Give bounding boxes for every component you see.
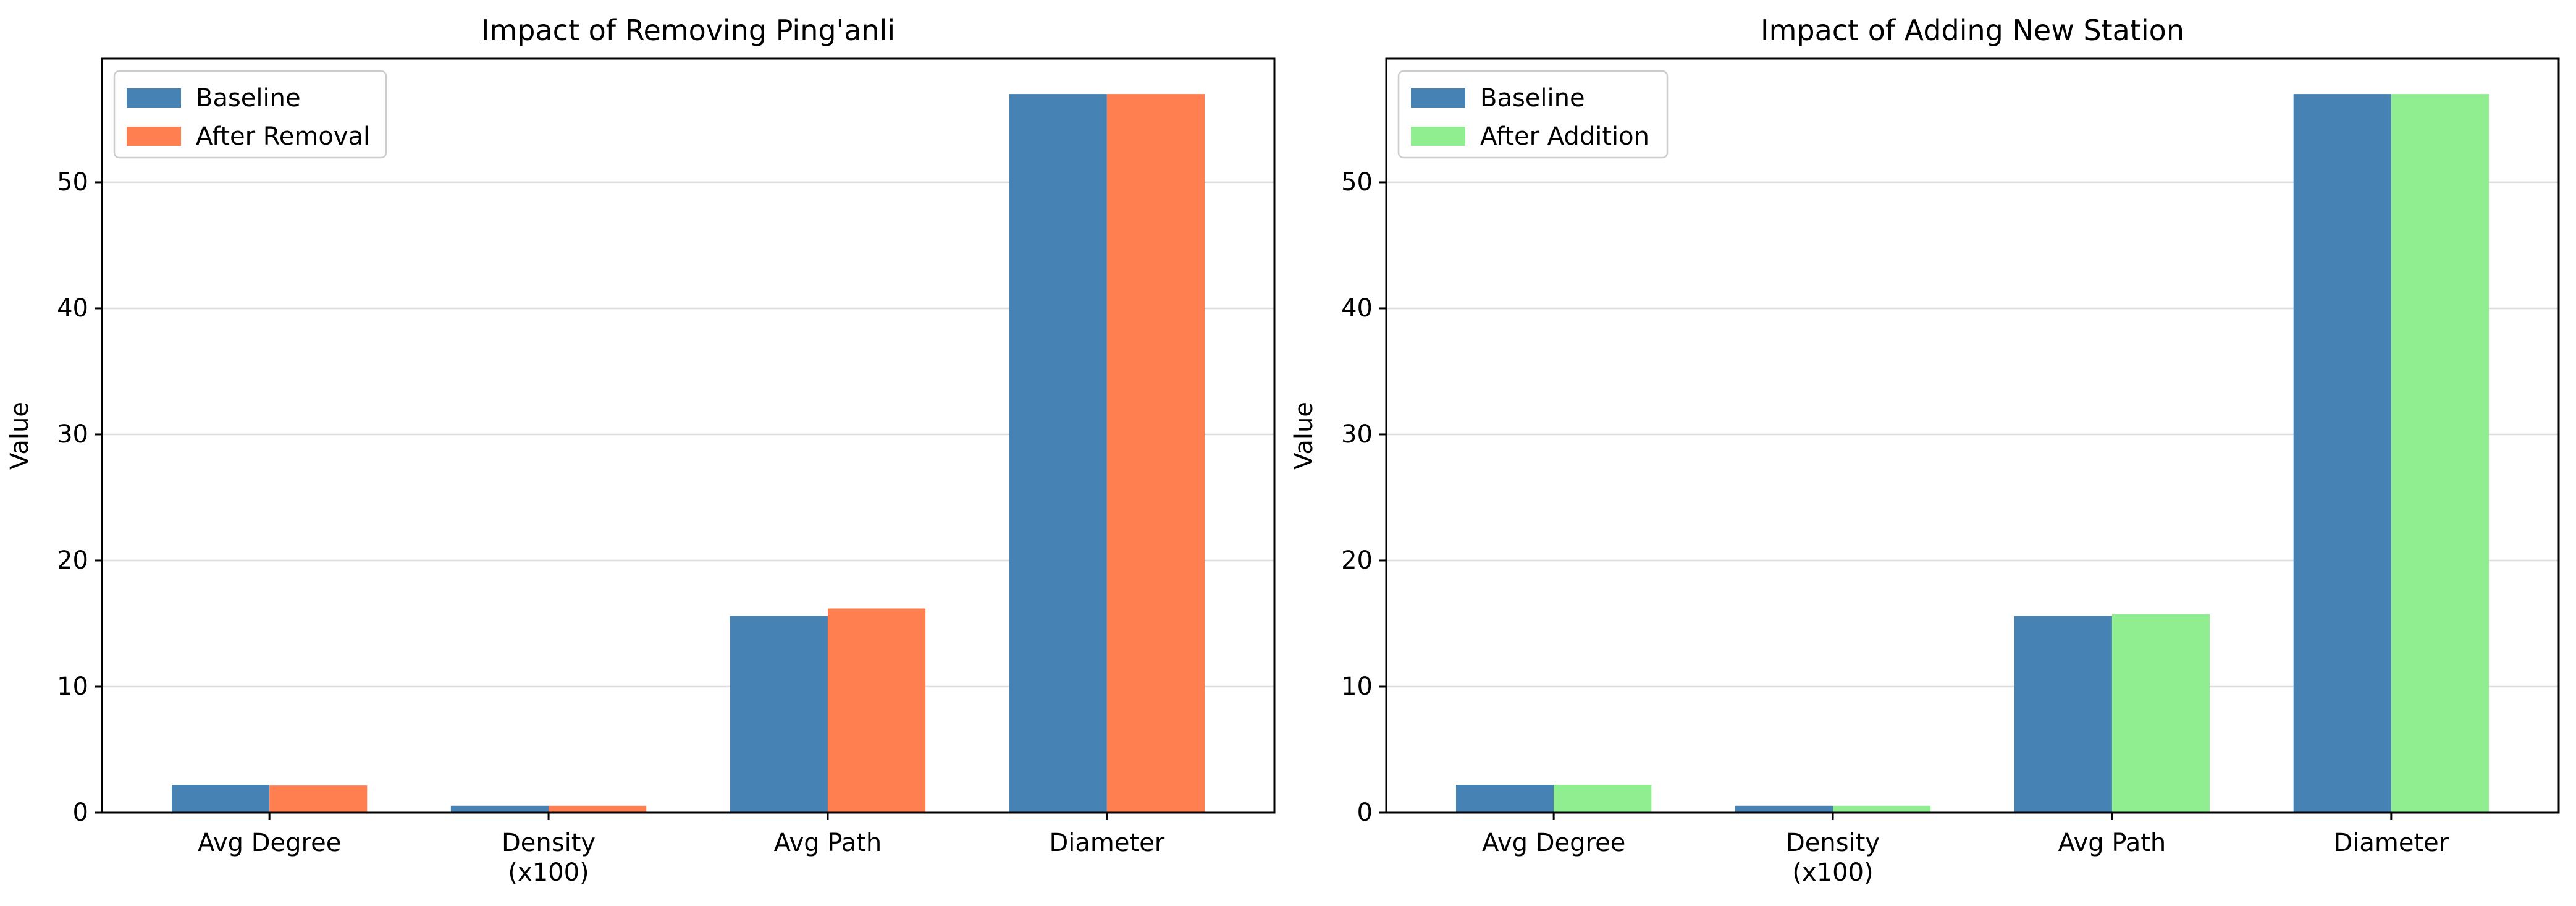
y-tick-label: 0 [73,798,88,827]
x-tick-label-line: Density [1786,829,1880,857]
chart-title: Impact of Removing Ping'anli [481,14,895,47]
bar-baseline [2293,94,2391,813]
legend-label: After Removal [196,122,370,151]
x-tick-label: Avg Degree [1482,829,1625,857]
y-tick-label: 30 [57,420,88,449]
x-tick-label-line: Avg Degree [1482,829,1625,857]
bar-comparison [2111,614,2210,813]
y-tick-label: 50 [57,168,88,197]
x-tick-label-line: Diameter [1049,829,1164,857]
chart-title: Impact of Adding New Station [1761,14,2184,47]
x-tick-label: Avg Path [2058,829,2166,857]
axes-frame [101,57,1276,814]
x-tick-label-line: Density [502,829,596,857]
bar-comparison [827,608,926,813]
legend-box [113,70,387,159]
y-axis-label: Value [1290,402,1318,470]
x-tick-label: Density (x100) [1786,829,1880,887]
y-tick-label: 30 [1341,420,1373,449]
x-tick-label: Diameter [2333,829,2449,857]
legend-swatch [127,127,181,146]
axes-frame [1385,57,2560,814]
y-tick-label: 50 [1341,168,1373,197]
y-tick-label: 20 [1341,546,1373,575]
bar-baseline [1735,805,1833,813]
y-tick-label: 40 [1341,294,1373,323]
y-tick-label: 40 [57,294,88,323]
x-tick-label: Diameter [1049,829,1164,857]
bar-comparison [2391,94,2490,813]
y-tick-label: 10 [1341,672,1373,701]
x-tick-label-line: Diameter [2333,829,2449,857]
x-tick-label: Avg Degree [198,829,341,857]
legend-label: Baseline [1480,84,1585,112]
x-tick-label: Avg Path [774,829,882,857]
bar-comparison [1106,94,1205,813]
bar-baseline [730,616,828,813]
x-tick-label-line: Avg Degree [198,829,341,857]
y-axis-label: Value [6,402,34,470]
legend-label: Baseline [196,84,301,112]
bar-comparison [1833,805,1931,813]
x-tick-label: Density (x100) [502,829,596,887]
x-tick-label-line: Avg Path [774,829,882,857]
bar-baseline [1455,785,1554,813]
legend-swatch [1411,127,1465,146]
x-tick-label-line: (x100) [1792,858,1873,887]
bar-comparison [1554,785,1652,813]
y-tick-label: 0 [1357,798,1373,827]
legend-swatch [127,88,181,108]
legend-swatch [1411,88,1465,108]
bar-baseline [450,805,549,813]
bar-baseline [2014,616,2112,813]
x-tick-label-line: Avg Path [2058,829,2166,857]
bar-baseline [171,785,270,813]
legend-label: After Addition [1480,122,1649,151]
bar-comparison [549,805,647,813]
chart-panel-addition: 0 10 20 30 40 50 Avg Degree Density (x100) Avg Pa… [1290,14,2560,887]
y-tick-label: 20 [57,546,88,575]
chart-panel-removal: 0 10 20 30 40 50 Avg Degree Density (x100) Avg Pa… [6,14,1276,887]
x-tick-label-line: (x100) [508,858,589,887]
y-tick-label: 10 [57,672,88,701]
bar-comparison [269,785,368,813]
legend-box [1397,70,1669,159]
bar-baseline [1009,94,1107,813]
